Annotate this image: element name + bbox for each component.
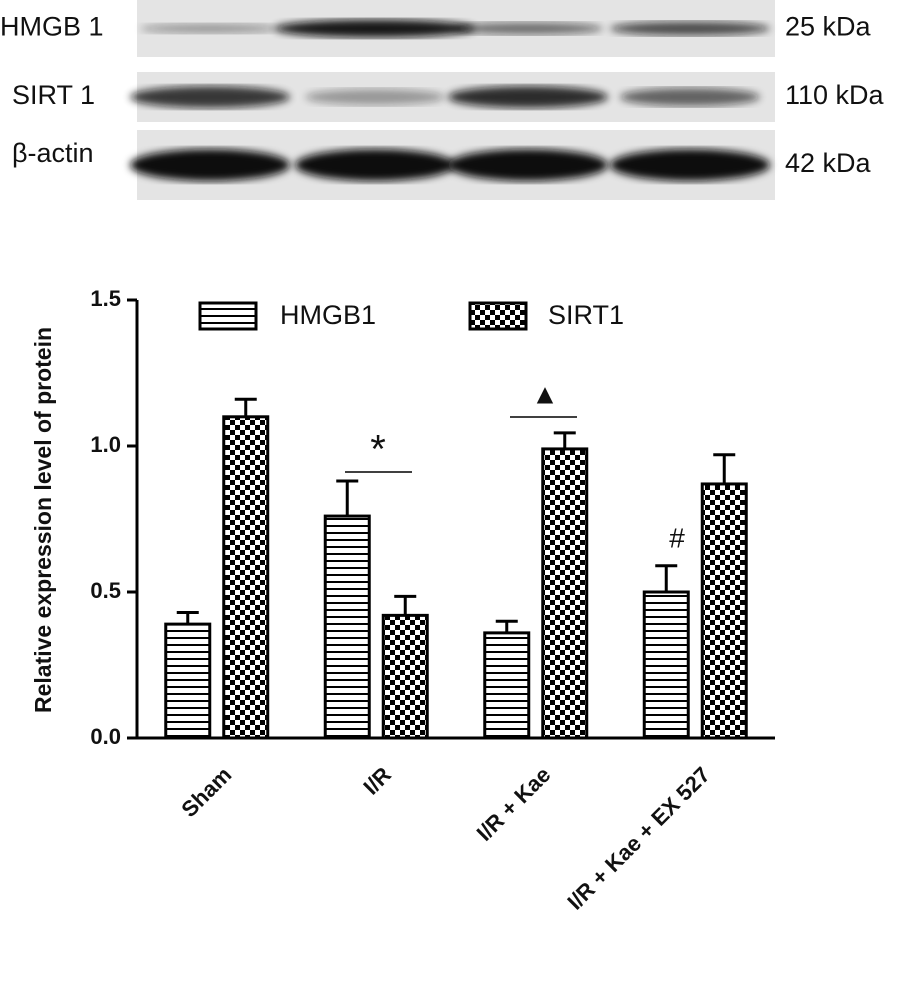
blot-band [295,149,455,181]
y-tick-label: 1.5 [90,286,121,311]
bar [381,613,429,740]
blot-size: 42 kDa [785,148,872,178]
annotation: ▲ [531,378,559,409]
blot-label: SIRT 1 [12,80,95,110]
blot-band [453,22,603,35]
x-tick-label: I/R [358,762,396,800]
legend-swatch [198,301,258,331]
blot-band [305,89,445,105]
bar [541,447,589,740]
blot-label: β-actin [12,138,94,168]
y-axis-label: Relative expression level of protein [30,327,56,713]
blot-band [275,19,475,38]
legend-swatch [468,301,528,331]
blot-band [130,86,290,108]
y-tick-label: 1.0 [90,432,121,457]
blot-band [130,149,290,181]
bar [483,631,531,740]
y-tick-label: 0.0 [90,724,121,749]
blot-band [610,149,770,181]
blot-band [610,21,770,36]
bar [164,622,212,740]
annotation: * [370,428,386,472]
blot-label: HMGB 1 [0,12,104,42]
bar [700,482,748,740]
blot-band [448,149,608,181]
blot-band [140,23,280,34]
x-tick-label: Sham [176,762,236,822]
error-bar [713,453,736,484]
error-bar [394,594,417,616]
error-bar [336,479,359,517]
error-bar [234,397,257,417]
x-tick-label: I/R + Kae + EX 527 [562,762,715,915]
blot-size: 110 kDa [785,80,885,110]
blot-band [448,86,608,108]
error-bar [553,431,576,449]
bar [323,514,371,740]
error-bar [176,610,199,625]
y-tick-label: 0.5 [90,578,121,603]
legend-label: HMGB1 [280,300,376,330]
legend-label: SIRT1 [548,300,624,330]
blot-band [620,88,760,106]
bar [222,415,270,740]
annotation: # [669,522,685,553]
error-bar [655,564,678,592]
x-tick-label: I/R + Kae [472,762,556,846]
error-bar [495,619,518,633]
blot-size: 25 kDa [785,12,872,42]
bar [642,590,690,740]
